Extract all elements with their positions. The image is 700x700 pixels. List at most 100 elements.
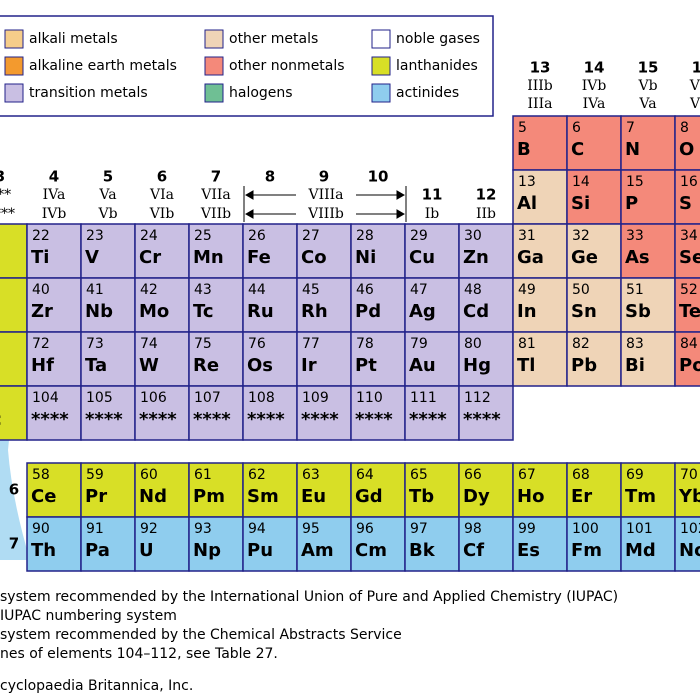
legend-swatch [371,83,391,103]
element-cell [404,223,460,279]
group-number: 4 [49,168,59,186]
group-number: 9 [319,168,329,186]
element-symbol: Er [571,486,592,507]
legend-label: transition metals [29,85,148,101]
group-number: 14 [584,59,605,77]
atomic-number: 74 [140,336,158,352]
group-label-a: VIb [689,78,700,94]
element-cell [674,223,700,279]
atomic-number: 33 [626,228,644,244]
element-cell [134,516,190,572]
atomic-number: 62 [248,467,266,483]
element-cell [188,462,244,518]
atomic-number: 80 [464,336,482,352]
period-label: 7 [9,535,19,553]
element-symbol: Pu [247,540,273,561]
group-label-b: VIIb [200,206,231,222]
element-cell [404,331,460,387]
legend-label: halogens [229,85,293,101]
element-cell [242,331,298,387]
element-symbol: Md [625,540,656,561]
atomic-number: 34 [680,228,698,244]
element-symbol: Pr [85,486,107,507]
viii-arrows [243,186,407,222]
atomic-number: 25 [194,228,212,244]
element-symbol: Ga [517,247,544,268]
element-symbol: B [517,139,531,160]
element-cell [188,331,244,387]
element-symbol: Ce [31,486,56,507]
element-cell [134,331,190,387]
element-symbol: Co [301,247,327,268]
atomic-number: 63 [302,467,320,483]
atomic-number: 112 [464,390,491,406]
element-symbol: Np [193,540,221,561]
element-cell [350,516,406,572]
group-number: 7 [211,168,221,186]
atomic-number: 84 [680,336,698,352]
legend-label: noble gases [396,31,480,47]
element-symbol: Ti [31,247,49,268]
element-symbol: Cf [463,540,484,561]
atomic-number: 15 [626,174,644,190]
group-number: 13 [530,59,551,77]
legend-box [0,15,494,117]
atomic-number: 93 [194,521,212,537]
atomic-number: 72 [32,336,50,352]
atomic-number: 81 [518,336,536,352]
element-cell [26,277,82,333]
element-cell [674,516,700,572]
atomic-number: 13 [518,174,536,190]
element-symbol: Sb [625,301,651,322]
legend-label: lanthanides [396,58,478,74]
group-label-b: IIb [476,206,496,222]
atomic-number: 29 [410,228,428,244]
atomic-number: 102 [680,521,700,537]
group-label-b: IVb [42,206,67,222]
atomic-number: 66 [464,467,482,483]
atomic-number: 31 [518,228,536,244]
element-cell [512,169,568,225]
element-symbol: Pb [571,355,597,376]
element-symbol: Ir [301,355,317,376]
group-label-a: Vb [637,78,657,94]
atomic-number: 46 [356,282,374,298]
atomic-number: 70 [680,467,698,483]
atomic-number: 41 [86,282,104,298]
element-symbol: Sc [0,247,1,268]
element-cell [80,516,136,572]
atomic-number: 43 [194,282,212,298]
atomic-number: 104 [32,390,59,406]
element-symbol: Mn [193,247,224,268]
element-symbol: Zr [31,301,53,322]
element-symbol: Os [247,355,273,376]
element-symbol: **** [301,409,339,430]
element-cell [242,462,298,518]
element-symbol: Sn [571,301,597,322]
element-cell [188,385,244,441]
element-symbol: Sm [247,486,279,507]
element-symbol: Am [301,540,334,561]
group-number: 15 [638,59,659,77]
group-number: 8 [265,168,275,186]
atomic-number: 76 [248,336,266,352]
atomic-number: 48 [464,282,482,298]
element-cell [620,331,676,387]
element-cell [80,462,136,518]
element-cell [80,223,136,279]
legend-swatch [204,56,224,76]
element-symbol: Po [679,355,700,376]
element-symbol: W [139,355,159,376]
element-symbol: N [625,139,640,160]
atomic-number: 95 [302,521,320,537]
legend-label: actinides [396,85,459,101]
element-symbol: **** [247,409,285,430]
element-symbol: Tc [193,301,214,322]
element-symbol: **** [139,409,177,430]
element-cell [674,169,700,225]
element-cell [0,331,28,387]
element-symbol: Hf [31,355,54,376]
element-cell [134,277,190,333]
legend-swatch [371,29,391,49]
group-label-a: VIIa [200,187,231,203]
